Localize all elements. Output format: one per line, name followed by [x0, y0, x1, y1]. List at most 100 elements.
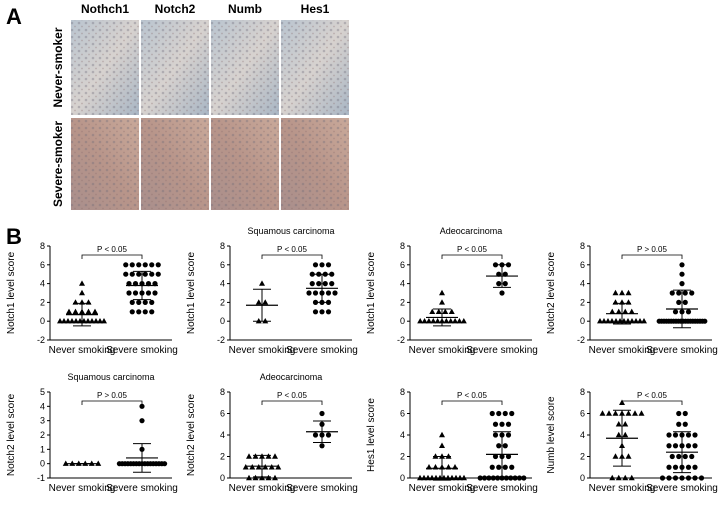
data-point	[669, 290, 675, 296]
data-point	[496, 443, 502, 449]
data-point	[492, 432, 499, 438]
data-point	[425, 474, 431, 481]
x-tick-label: Never smoking	[409, 345, 476, 356]
data-point	[685, 443, 692, 449]
x-tick-label: Severe smoking	[286, 483, 358, 494]
data-point	[496, 281, 502, 287]
data-point	[509, 410, 515, 417]
data-point	[641, 318, 647, 324]
data-point	[306, 290, 312, 296]
y-tick-label: 6	[580, 409, 585, 419]
data-point	[496, 410, 502, 417]
chart-title: Adeocarcinoma	[440, 226, 503, 236]
data-point	[145, 290, 152, 296]
data-point	[439, 431, 445, 438]
data-point	[622, 421, 629, 427]
significance-label: P < 0.05	[277, 245, 307, 254]
x-tick-label: Severe smoking	[466, 345, 538, 356]
y-tick-label: 6	[220, 409, 225, 419]
column-label: Nothch1	[81, 2, 129, 16]
x-tick-label: Severe smoking	[106, 345, 178, 356]
y-axis-label: Notch1 level score	[6, 251, 17, 334]
data-point	[672, 309, 679, 315]
y-tick-label: 0	[400, 316, 405, 326]
y-tick-label: 0	[400, 473, 405, 483]
data-point	[161, 461, 168, 467]
data-point	[136, 299, 142, 305]
data-point	[632, 410, 638, 416]
micrograph-texture	[211, 118, 279, 210]
y-tick-label: 6	[220, 260, 225, 270]
data-point	[65, 318, 71, 324]
data-point	[676, 453, 682, 460]
data-point	[142, 299, 148, 305]
data-point	[606, 410, 612, 416]
data-point	[676, 410, 682, 417]
y-tick-label: -2	[37, 335, 45, 345]
data-point	[319, 309, 325, 315]
significance-label: P < 0.05	[457, 245, 487, 254]
y-tick-label: 2	[40, 297, 45, 307]
data-point	[149, 262, 155, 268]
data-point	[685, 475, 692, 481]
y-tick-label: 4	[580, 430, 585, 440]
data-point	[689, 290, 695, 296]
data-point	[516, 475, 523, 481]
data-point	[477, 475, 483, 481]
panel-label: A	[6, 4, 22, 29]
x-tick-label: Never smoking	[409, 483, 476, 494]
chart-title: Squamous carcinoma	[247, 226, 334, 236]
y-tick-label: 0	[40, 316, 45, 326]
data-point	[252, 474, 259, 481]
data-point	[669, 453, 675, 460]
data-point	[676, 290, 682, 296]
significance-bracket	[81, 254, 143, 259]
data-point	[481, 475, 488, 481]
data-point	[72, 308, 79, 314]
data-point	[629, 318, 635, 324]
significance-label: P < 0.05	[457, 391, 487, 400]
data-point	[605, 318, 611, 324]
data-point	[615, 431, 622, 438]
significance-bracket	[261, 254, 323, 259]
y-tick-label: 2	[580, 452, 585, 462]
significance-label: P < 0.05	[97, 245, 127, 254]
data-point	[512, 475, 518, 481]
y-tick-label: 0	[580, 473, 585, 483]
y-tick-label: 6	[580, 260, 585, 270]
micrograph-texture	[281, 20, 349, 115]
y-tick-label: 8	[220, 241, 225, 251]
data-point	[460, 318, 467, 324]
data-point	[453, 474, 459, 481]
y-tick-label: -2	[217, 335, 225, 345]
data-point	[265, 453, 272, 459]
data-point	[502, 410, 508, 417]
data-point	[492, 453, 499, 460]
data-point	[622, 308, 629, 314]
data-point	[434, 318, 441, 324]
data-point	[149, 309, 155, 315]
data-point	[439, 289, 445, 296]
data-point	[136, 271, 142, 277]
data-point	[625, 289, 632, 296]
data-point	[66, 308, 72, 314]
y-tick-label: 2	[40, 430, 45, 440]
data-point	[612, 410, 619, 416]
data-point	[123, 271, 129, 277]
data-point	[129, 262, 135, 268]
data-point	[139, 403, 145, 409]
data-point	[619, 289, 625, 296]
data-point	[449, 474, 455, 481]
micrograph-grid: Nothch1 Notch2 Numb Hes1 Never-smoker Severe-…	[51, 2, 349, 210]
data-point	[255, 299, 262, 305]
significance-label: P < 0.05	[277, 391, 307, 400]
data-point	[461, 474, 467, 481]
data-point	[609, 318, 615, 324]
y-axis-label: Numb level score	[546, 396, 557, 474]
data-point	[155, 271, 161, 277]
y-axis-label: Hes1 level score	[366, 398, 377, 472]
data-point	[615, 421, 622, 427]
column-label: Numb	[228, 2, 262, 16]
data-point	[615, 474, 622, 481]
data-point	[142, 262, 148, 268]
